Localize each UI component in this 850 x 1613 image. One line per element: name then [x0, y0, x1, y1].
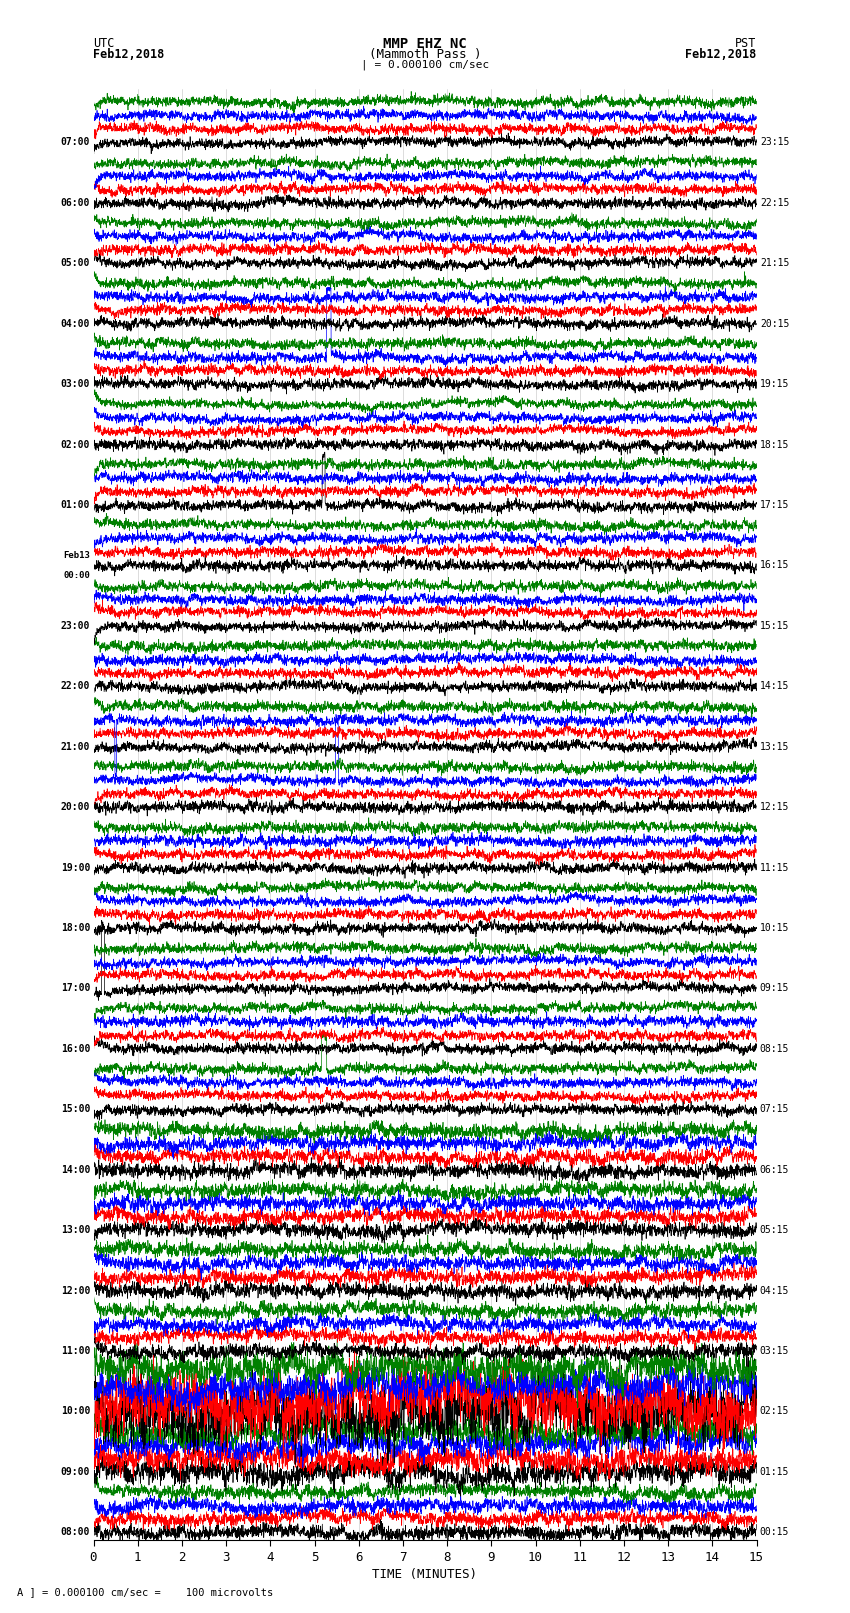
Text: (Mammoth Pass ): (Mammoth Pass ) — [369, 48, 481, 61]
Text: 19:00: 19:00 — [61, 863, 90, 873]
Text: 20:15: 20:15 — [760, 319, 789, 329]
Text: 01:00: 01:00 — [61, 500, 90, 510]
Text: 14:15: 14:15 — [760, 681, 789, 692]
Text: UTC: UTC — [94, 37, 115, 50]
Text: 22:00: 22:00 — [61, 681, 90, 692]
Text: 02:00: 02:00 — [61, 440, 90, 450]
Text: 03:00: 03:00 — [61, 379, 90, 389]
Text: 13:00: 13:00 — [61, 1226, 90, 1236]
Text: A ] = 0.000100 cm/sec =    100 microvolts: A ] = 0.000100 cm/sec = 100 microvolts — [17, 1587, 273, 1597]
Text: 23:00: 23:00 — [61, 621, 90, 631]
Text: 06:15: 06:15 — [760, 1165, 789, 1174]
Text: MMP EHZ NC: MMP EHZ NC — [383, 37, 467, 52]
Text: 16:00: 16:00 — [61, 1044, 90, 1053]
Text: 03:15: 03:15 — [760, 1347, 789, 1357]
Text: 22:15: 22:15 — [760, 198, 789, 208]
Text: 17:00: 17:00 — [61, 984, 90, 994]
Text: 00:00: 00:00 — [63, 571, 90, 581]
Text: 02:15: 02:15 — [760, 1407, 789, 1416]
Text: PST: PST — [735, 37, 756, 50]
Text: 08:15: 08:15 — [760, 1044, 789, 1053]
Text: 11:15: 11:15 — [760, 863, 789, 873]
Text: 12:00: 12:00 — [61, 1286, 90, 1295]
Text: 13:15: 13:15 — [760, 742, 789, 752]
Text: 06:00: 06:00 — [61, 198, 90, 208]
Text: 15:15: 15:15 — [760, 621, 789, 631]
Text: 15:00: 15:00 — [61, 1105, 90, 1115]
Text: 07:15: 07:15 — [760, 1105, 789, 1115]
Text: 10:15: 10:15 — [760, 923, 789, 932]
Text: 08:00: 08:00 — [61, 1528, 90, 1537]
Text: Feb13: Feb13 — [63, 550, 90, 560]
Text: 12:15: 12:15 — [760, 802, 789, 813]
X-axis label: TIME (MINUTES): TIME (MINUTES) — [372, 1568, 478, 1581]
Text: 10:00: 10:00 — [61, 1407, 90, 1416]
Text: 18:15: 18:15 — [760, 440, 789, 450]
Text: 14:00: 14:00 — [61, 1165, 90, 1174]
Text: 19:15: 19:15 — [760, 379, 789, 389]
Text: Feb12,2018: Feb12,2018 — [94, 48, 165, 61]
Text: | = 0.000100 cm/sec: | = 0.000100 cm/sec — [361, 60, 489, 71]
Text: Feb12,2018: Feb12,2018 — [685, 48, 756, 61]
Text: 05:15: 05:15 — [760, 1226, 789, 1236]
Text: 07:00: 07:00 — [61, 137, 90, 147]
Text: 09:15: 09:15 — [760, 984, 789, 994]
Text: 23:15: 23:15 — [760, 137, 789, 147]
Text: 09:00: 09:00 — [61, 1466, 90, 1478]
Text: 05:00: 05:00 — [61, 258, 90, 268]
Text: 16:15: 16:15 — [760, 560, 789, 571]
Text: 18:00: 18:00 — [61, 923, 90, 932]
Text: 21:00: 21:00 — [61, 742, 90, 752]
Text: 11:00: 11:00 — [61, 1347, 90, 1357]
Text: 21:15: 21:15 — [760, 258, 789, 268]
Text: 00:15: 00:15 — [760, 1528, 789, 1537]
Text: 04:15: 04:15 — [760, 1286, 789, 1295]
Text: 17:15: 17:15 — [760, 500, 789, 510]
Text: 04:00: 04:00 — [61, 319, 90, 329]
Text: 01:15: 01:15 — [760, 1466, 789, 1478]
Text: 20:00: 20:00 — [61, 802, 90, 813]
